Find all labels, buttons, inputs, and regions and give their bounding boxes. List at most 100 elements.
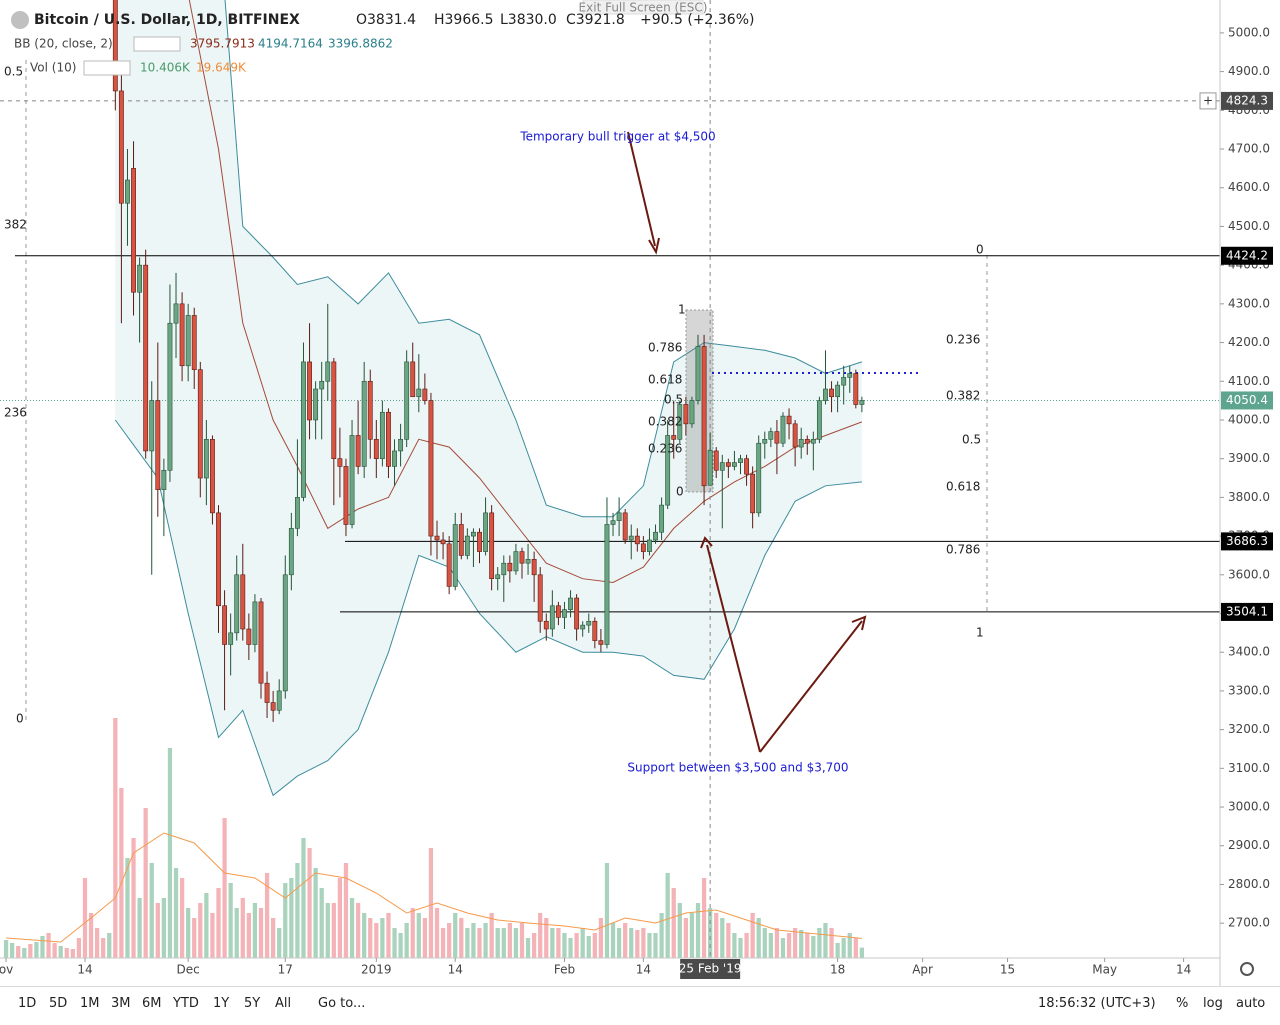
volume-bar bbox=[708, 908, 713, 958]
volume-bar bbox=[325, 903, 330, 958]
volume-bar bbox=[76, 938, 82, 958]
x-tick-label: 14 bbox=[1176, 963, 1191, 977]
candle-body bbox=[640, 543, 646, 552]
symbol[interactable]: Bitcoin / U.S. Dollar, 1D, BITFINEX bbox=[34, 12, 300, 28]
candle-body bbox=[197, 369, 203, 479]
fullscreen-hint[interactable]: Exit Full Screen (ESC) bbox=[579, 1, 708, 15]
indicator-controls[interactable] bbox=[83, 60, 131, 76]
x-tick-label: 14 bbox=[636, 963, 651, 977]
level-price-box bbox=[1221, 532, 1273, 551]
range-button[interactable]: 5D bbox=[49, 996, 68, 1011]
add-alert-button[interactable] bbox=[1199, 92, 1217, 110]
auto-toggle[interactable]: auto bbox=[1236, 996, 1266, 1011]
ohlc-open: O3831.4 bbox=[356, 12, 416, 28]
volume-bar bbox=[301, 838, 306, 958]
indicator-controls[interactable] bbox=[133, 36, 181, 52]
bb-upper: 4194.7164 bbox=[258, 37, 323, 51]
volume-bar bbox=[677, 903, 682, 958]
candle-body bbox=[252, 601, 258, 645]
clock: 18:56:32 (UTC+3) bbox=[1038, 996, 1156, 1011]
fib-label: 0.5 bbox=[962, 433, 981, 447]
volume-bar bbox=[811, 936, 816, 958]
candle-body bbox=[173, 303, 179, 324]
candle-body bbox=[555, 605, 561, 618]
bb-lower: 3396.8862 bbox=[328, 37, 393, 51]
candle-body bbox=[125, 179, 130, 204]
log-toggle[interactable]: log bbox=[1203, 996, 1223, 1011]
y-tick-label: 3400.0 bbox=[1228, 645, 1270, 659]
volume-bar bbox=[416, 913, 421, 958]
volume-bar bbox=[167, 748, 173, 958]
fib-label: 236 bbox=[4, 406, 27, 420]
candle-body bbox=[471, 531, 476, 537]
indicator-name[interactable]: BB (20, close, 2) bbox=[14, 37, 113, 51]
candle-body bbox=[823, 388, 828, 401]
candle-body bbox=[732, 462, 737, 467]
vol-ma: 19.649K bbox=[196, 61, 247, 75]
range-button[interactable]: 1Y bbox=[213, 996, 230, 1011]
volume-bar bbox=[204, 893, 209, 958]
volume-bar bbox=[616, 928, 622, 958]
range-button[interactable]: YTD bbox=[173, 996, 199, 1011]
range-button[interactable]: All bbox=[275, 996, 292, 1011]
range-button[interactable]: 3M bbox=[111, 996, 131, 1011]
candle-body bbox=[367, 380, 373, 440]
volume-bar bbox=[738, 938, 743, 958]
range-button[interactable]: 6M bbox=[142, 996, 162, 1011]
candle-body bbox=[701, 346, 707, 487]
volume-bar bbox=[592, 933, 597, 958]
fib-label: 0 bbox=[976, 243, 984, 257]
arrow bbox=[759, 620, 863, 753]
crosshair-price-box bbox=[1221, 91, 1273, 110]
volume-bar bbox=[519, 923, 525, 958]
candle-body bbox=[392, 450, 397, 467]
volume-bar bbox=[392, 928, 397, 958]
x-tick-label: 14 bbox=[448, 963, 463, 977]
volume-bar bbox=[689, 913, 695, 958]
candle-body bbox=[647, 539, 652, 552]
volume-bar bbox=[695, 903, 701, 958]
volume-bar bbox=[283, 883, 288, 958]
arrow-head bbox=[648, 237, 660, 255]
volume-bar bbox=[453, 913, 458, 958]
range-button[interactable]: 1M bbox=[80, 996, 100, 1011]
volume-bar bbox=[198, 903, 203, 958]
range-button[interactable]: 1D bbox=[18, 996, 37, 1011]
candle-body bbox=[677, 404, 683, 440]
volume-bar bbox=[410, 908, 415, 958]
candle-body bbox=[683, 404, 689, 425]
candle-body bbox=[276, 690, 282, 711]
indicator-name[interactable]: Vol (10) bbox=[30, 61, 76, 75]
candle-body bbox=[216, 512, 221, 607]
percent-toggle[interactable]: % bbox=[1176, 996, 1189, 1011]
y-tick-label: 4500.0 bbox=[1228, 219, 1270, 233]
candle-body bbox=[847, 373, 853, 378]
candle-body bbox=[513, 551, 519, 572]
volume-bar bbox=[131, 838, 136, 958]
volume-bar bbox=[489, 913, 494, 958]
fib-label: 1 bbox=[976, 626, 984, 640]
candle-body bbox=[355, 435, 361, 467]
vol-value: 10.406K bbox=[140, 61, 191, 75]
volume-bar bbox=[28, 944, 33, 958]
candle-body bbox=[294, 497, 300, 529]
goto-button[interactable]: Go to... bbox=[318, 996, 366, 1011]
settings-icon[interactable] bbox=[1240, 962, 1254, 976]
volume-bar bbox=[40, 936, 45, 958]
ohlc-high: H3966.5 bbox=[434, 12, 494, 28]
bollinger-basis bbox=[188, 0, 863, 584]
volume-bar bbox=[574, 933, 579, 958]
volume-bar bbox=[762, 928, 767, 958]
candle-body bbox=[458, 524, 464, 556]
candle-body bbox=[228, 632, 234, 645]
candle-body bbox=[829, 388, 834, 398]
volume-bar bbox=[143, 808, 148, 958]
volume-bar bbox=[374, 923, 379, 958]
candle-body bbox=[525, 559, 531, 564]
range-button[interactable]: 5Y bbox=[244, 996, 261, 1011]
candle-body bbox=[361, 380, 367, 467]
toolbar: Go to... 18:56:32 (UTC+3) % log auto 1D 5… bbox=[0, 986, 1280, 1025]
candle-body bbox=[792, 423, 798, 448]
volume-bar bbox=[604, 863, 610, 958]
candle-body bbox=[149, 400, 155, 452]
